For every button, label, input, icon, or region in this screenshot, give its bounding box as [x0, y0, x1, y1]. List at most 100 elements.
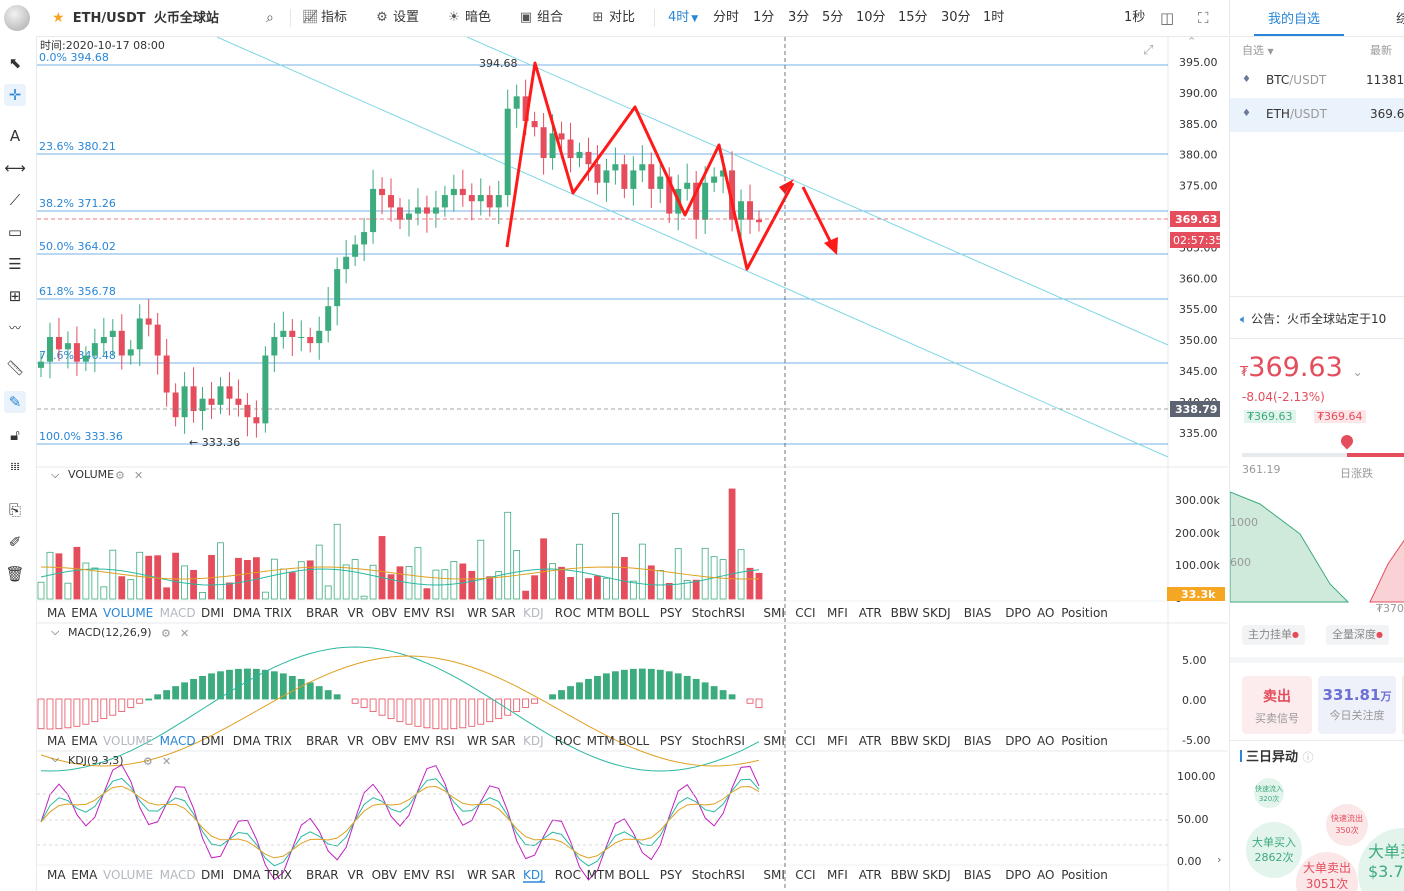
trend-line-icon[interactable]: ⟋: [9, 191, 21, 209]
indicator-tab[interactable]: TRIX: [264, 868, 292, 882]
watch-column-header[interactable]: 自选 ▼: [1242, 42, 1274, 58]
chart-svg[interactable]: 0.0% 394.68 23.6% 380.21 38.2% 371.26 50.0%…: [37, 37, 1228, 891]
interval-option[interactable]: 10分: [856, 10, 886, 25]
indicator-tab[interactable]: VR: [347, 734, 364, 748]
indicator-tab[interactable]: MACD: [160, 734, 196, 748]
indicator-tab[interactable]: AO: [1037, 606, 1054, 620]
indicator-tab[interactable]: DPO: [1005, 868, 1031, 882]
indicator-tab[interactable]: ATR: [859, 868, 882, 882]
trash-icon[interactable]: 🗑︎: [5, 565, 25, 583]
indicator-tab[interactable]: SMI: [763, 734, 785, 748]
indicator-tab[interactable]: KDJ: [523, 606, 544, 620]
indicator-tab[interactable]: AO: [1037, 734, 1054, 748]
bookmark-icon[interactable]: ⎘: [8, 501, 21, 519]
indicator-tab[interactable]: DPO: [1005, 606, 1031, 620]
indicator-tab[interactable]: RSI: [435, 868, 455, 882]
chevron-down-icon[interactable]: ⌵: [51, 625, 60, 638]
indicator-tab[interactable]: SKDJ: [922, 734, 950, 748]
lock-icon[interactable]: 🔓︎: [10, 426, 20, 444]
star-icon[interactable]: ★: [52, 10, 65, 26]
indicator-tab[interactable]: VOLUME: [103, 868, 153, 882]
indicator-tab[interactable]: ATR: [859, 734, 882, 748]
settings-button[interactable]: ⚙ 设置: [374, 0, 419, 36]
latest-column-header[interactable]: 最新: [1370, 44, 1392, 57]
indicator-tab[interactable]: OBV: [372, 734, 398, 748]
indicator-tab[interactable]: MA: [47, 868, 66, 882]
indicator-tab[interactable]: EMA: [71, 606, 98, 620]
indicator-tab[interactable]: SMI: [763, 606, 785, 620]
indicator-tab[interactable]: MFI: [827, 868, 848, 882]
indicator-tab[interactable]: WR: [467, 606, 487, 620]
indicator-tab[interactable]: EMA: [71, 734, 98, 748]
main-orders-button[interactable]: 主力挂单●: [1242, 625, 1305, 645]
indicator-tab[interactable]: BOLL: [618, 606, 649, 620]
symbol-selector[interactable]: ★ ETH/USDT 火币全球站: [52, 0, 219, 36]
interval-active[interactable]: 4时 ▼: [668, 0, 698, 36]
interval-option[interactable]: 15分: [898, 10, 928, 25]
indicator-tab[interactable]: BIAS: [964, 606, 992, 620]
indicator-tab[interactable]: DMA: [233, 868, 262, 882]
indicator-tab[interactable]: VOLUME: [103, 734, 153, 748]
indicator-tab[interactable]: OBV: [372, 606, 398, 620]
chevron-down-icon[interactable]: ⌵: [51, 752, 60, 765]
indicator-tab[interactable]: StochRSI: [692, 606, 745, 620]
indicator-tab[interactable]: EMV: [403, 606, 430, 620]
indicator-tab[interactable]: BRAR: [306, 734, 339, 748]
indicator-tab[interactable]: RSI: [435, 606, 455, 620]
chevron-down-icon[interactable]: ⌵: [51, 468, 60, 481]
indicator-tab[interactable]: SAR: [491, 868, 515, 882]
combo-button[interactable]: ▣ 组合: [518, 0, 563, 36]
interval-option[interactable]: 分时: [713, 10, 740, 25]
chevron-up-icon[interactable]: ⌃: [1187, 37, 1196, 48]
indicator-tab[interactable]: CCI: [795, 868, 815, 882]
indicator-tab[interactable]: VOLUME: [103, 606, 153, 620]
indicator-tab[interactable]: TRIX: [264, 606, 292, 620]
indicator-tab[interactable]: Position: [1061, 734, 1108, 748]
brush-icon[interactable]: ✎: [4, 391, 26, 413]
parallel-lines-icon[interactable]: ☰: [8, 255, 22, 273]
pair-row[interactable]: ♦ BTC/USDT 11381.7: [1230, 64, 1404, 98]
indicator-tab[interactable]: CCI: [795, 606, 815, 620]
indicator-tab[interactable]: Position: [1061, 606, 1108, 620]
crosshair-icon[interactable]: ✛: [4, 84, 26, 106]
indicator-tab[interactable]: TRIX: [264, 734, 292, 748]
indicator-tab[interactable]: BIAS: [964, 868, 992, 882]
indicator-tab[interactable]: BBW: [891, 868, 919, 882]
compare-button[interactable]: ⊞ 对比: [590, 0, 635, 36]
indicator-tab[interactable]: MACD: [160, 868, 196, 882]
indicator-tab[interactable]: PSY: [660, 868, 683, 882]
ruler-icon[interactable]: 📏︎: [5, 359, 25, 377]
interval-option[interactable]: 1时: [983, 10, 1005, 25]
indicator-tab[interactable]: DMA: [233, 734, 262, 748]
indicator-tab[interactable]: ROC: [555, 734, 581, 748]
horizontal-line-icon[interactable]: ⟷: [4, 159, 26, 177]
indicator-tab[interactable]: RSI: [435, 734, 455, 748]
wave-icon[interactable]: 〰: [8, 321, 21, 335]
fullscreen-icon[interactable]: ⛶: [1198, 9, 1209, 27]
notice-bar[interactable]: 🔈︎ 公告：火币全球站定于10: [1240, 310, 1386, 327]
indicator-tab[interactable]: AO: [1037, 868, 1054, 882]
indicator-tab[interactable]: DMI: [201, 606, 224, 620]
indicator-tab[interactable]: SKDJ: [922, 868, 950, 882]
full-depth-button[interactable]: 全量深度●: [1326, 625, 1389, 645]
chevron-right-icon[interactable]: ›: [1217, 853, 1221, 866]
indicator-tab[interactable]: MA: [47, 734, 66, 748]
interval-option[interactable]: 3分: [788, 10, 810, 25]
indicator-tab[interactable]: MTM: [587, 868, 615, 882]
indicator-tab[interactable]: WR: [467, 868, 487, 882]
indicator-tab[interactable]: ATR: [859, 606, 882, 620]
indicator-tab[interactable]: MFI: [827, 734, 848, 748]
text-icon[interactable]: A: [9, 127, 21, 145]
edit-list-icon[interactable]: ✐: [8, 533, 22, 551]
tab-watchlist[interactable]: 我的自选: [1268, 12, 1321, 27]
indicator-tab[interactable]: DMI: [201, 868, 224, 882]
close-icon[interactable]: ✕: [134, 469, 143, 482]
indicator-tab[interactable]: WR: [467, 734, 487, 748]
gear-icon[interactable]: ⚙: [115, 469, 125, 482]
indicator-tab[interactable]: DPO: [1005, 734, 1031, 748]
dark-mode-button[interactable]: ☀ 暗色: [446, 0, 491, 36]
help-icon[interactable]: ⓘ: [1302, 751, 1314, 764]
indicator-tab[interactable]: MTM: [587, 734, 615, 748]
indicator-tab[interactable]: BIAS: [964, 734, 992, 748]
search-icon[interactable]: ⌕: [266, 10, 274, 26]
